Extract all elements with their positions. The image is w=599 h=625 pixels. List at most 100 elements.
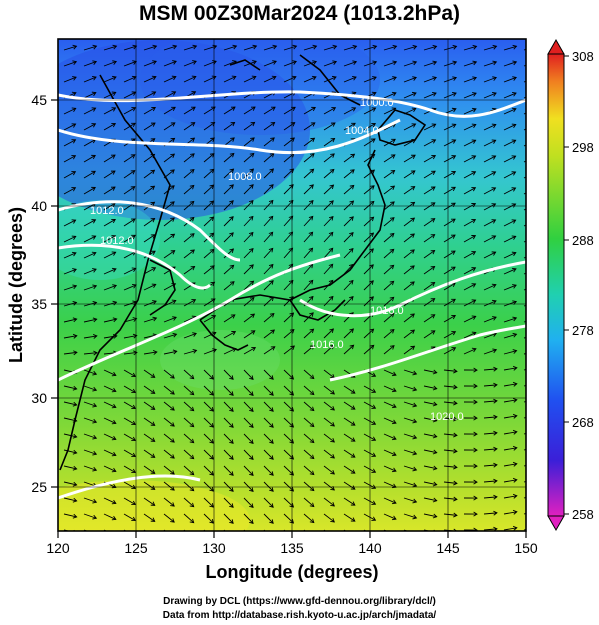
wind-arrow-head [151, 91, 157, 96]
wind-arrow-shaft [483, 480, 497, 483]
wind-arrow-head [230, 137, 235, 142]
wind-arrow-head [511, 107, 517, 113]
wind-arrow-shaft [443, 234, 456, 243]
wind-arrow-head [229, 200, 234, 205]
wind-arrow-shaft [163, 76, 177, 83]
wind-arrow-shaft [463, 332, 476, 339]
wind-arrow-head [451, 234, 456, 239]
wind-arrow-shaft [243, 330, 256, 339]
wind-arrow-head [170, 454, 175, 459]
wind-arrow-shaft [223, 137, 235, 147]
wind-arrow-head [389, 248, 395, 254]
wind-arrow-head [491, 235, 497, 240]
wind-arrow-head [150, 501, 156, 506]
wind-arrow-shaft [123, 267, 136, 275]
wind-arrow-shaft [103, 497, 117, 504]
wind-arrow-shaft [423, 449, 437, 454]
wind-arrow-shaft [163, 333, 177, 339]
wind-arrow-head [512, 509, 518, 515]
wind-arrow-shaft [83, 352, 97, 355]
wind-arrow-shaft [503, 139, 516, 147]
wind-arrow-head [473, 399, 478, 405]
wind-arrow-head [250, 330, 256, 335]
wind-arrow-head [272, 60, 277, 65]
wind-arrow-shaft [403, 61, 417, 67]
wind-arrow-head [432, 513, 438, 519]
wind-arrow-head [391, 371, 397, 377]
wind-arrow-shaft [63, 465, 77, 470]
wind-arrow-head [512, 332, 518, 338]
wind-arrow-shaft [263, 122, 275, 131]
wind-arrow-head [532, 172, 536, 176]
wind-arrow-head [191, 91, 197, 96]
wind-arrow-head [92, 60, 98, 65]
wind-arrow-shaft [83, 513, 97, 519]
wind-arrow-shaft [263, 449, 274, 460]
wind-arrow-head [72, 333, 78, 339]
wind-arrow-shaft [443, 331, 456, 339]
wind-arrow-shaft [403, 170, 416, 179]
wind-arrow-head [532, 61, 536, 65]
wind-arrow-shaft [443, 433, 457, 436]
wind-arrow-shaft [223, 45, 237, 51]
wind-arrow-shaft [183, 385, 195, 395]
wind-arrow-head [111, 387, 117, 393]
wind-arrow-head [389, 217, 395, 222]
wind-arrow-head [492, 316, 497, 321]
wind-arrow-head [329, 328, 335, 333]
wind-arrow-shaft [483, 235, 496, 243]
wind-arrow-head [229, 184, 234, 189]
wind-arrow-shaft [103, 170, 116, 179]
wind-arrow-shaft [263, 313, 275, 323]
wind-arrow-head [391, 387, 397, 393]
wind-arrow-head [412, 386, 418, 392]
wind-arrow-head [471, 283, 477, 288]
wind-arrow-head [410, 313, 415, 318]
wind-arrow-shaft [403, 249, 415, 259]
wind-arrow-shaft [443, 186, 456, 195]
wind-arrow-shaft [83, 170, 96, 179]
wind-arrow-shaft [163, 45, 177, 51]
wind-arrow-shaft [363, 123, 376, 131]
wind-arrow-head [471, 123, 477, 129]
wind-arrow-shaft [343, 200, 354, 211]
wind-arrow-head [229, 535, 233, 539]
wind-arrow-head [532, 140, 536, 144]
wind-arrow-shaft [463, 267, 476, 275]
wind-arrow-head [472, 60, 478, 66]
wind-arrow-shaft [463, 299, 476, 307]
y-tick-label: 40 [31, 198, 47, 214]
wind-arrow-head [131, 516, 137, 522]
wind-arrow-shaft [123, 76, 137, 83]
wind-arrow-head [453, 528, 458, 531]
wind-arrow-head [309, 345, 315, 350]
wind-arrow-head [92, 498, 98, 504]
wind-arrow-shaft [363, 232, 374, 243]
wind-arrow-head [229, 391, 234, 396]
wind-arrow-shaft [123, 154, 136, 163]
wind-arrow-shaft [423, 139, 436, 147]
colorbar-tick-label: 308 [572, 49, 594, 64]
wind-arrow-head [309, 438, 315, 444]
wind-arrow-head [430, 218, 436, 223]
wind-arrow-head [271, 75, 277, 81]
wind-arrow-head [209, 216, 215, 222]
wind-arrow-shaft [163, 300, 176, 307]
wind-arrow-shaft [403, 497, 417, 503]
wind-arrow-head [491, 171, 497, 176]
wind-arrow-head [269, 423, 274, 428]
wind-arrow-shaft [223, 369, 234, 380]
wind-arrow-shaft [183, 299, 196, 307]
wind-arrow-shaft [443, 465, 457, 468]
wind-arrow-head [91, 170, 96, 176]
wind-arrow-shaft [63, 187, 76, 195]
wind-arrow-shaft [183, 369, 195, 379]
wind-arrow-head [231, 75, 237, 81]
wind-arrow-head [371, 500, 377, 505]
wind-arrow-head [209, 487, 214, 492]
wind-arrow-head [410, 329, 416, 334]
wind-arrow-head [92, 317, 98, 323]
graticule [58, 39, 526, 531]
wind-arrow-shaft [423, 433, 437, 438]
wind-arrow-head [492, 92, 497, 97]
